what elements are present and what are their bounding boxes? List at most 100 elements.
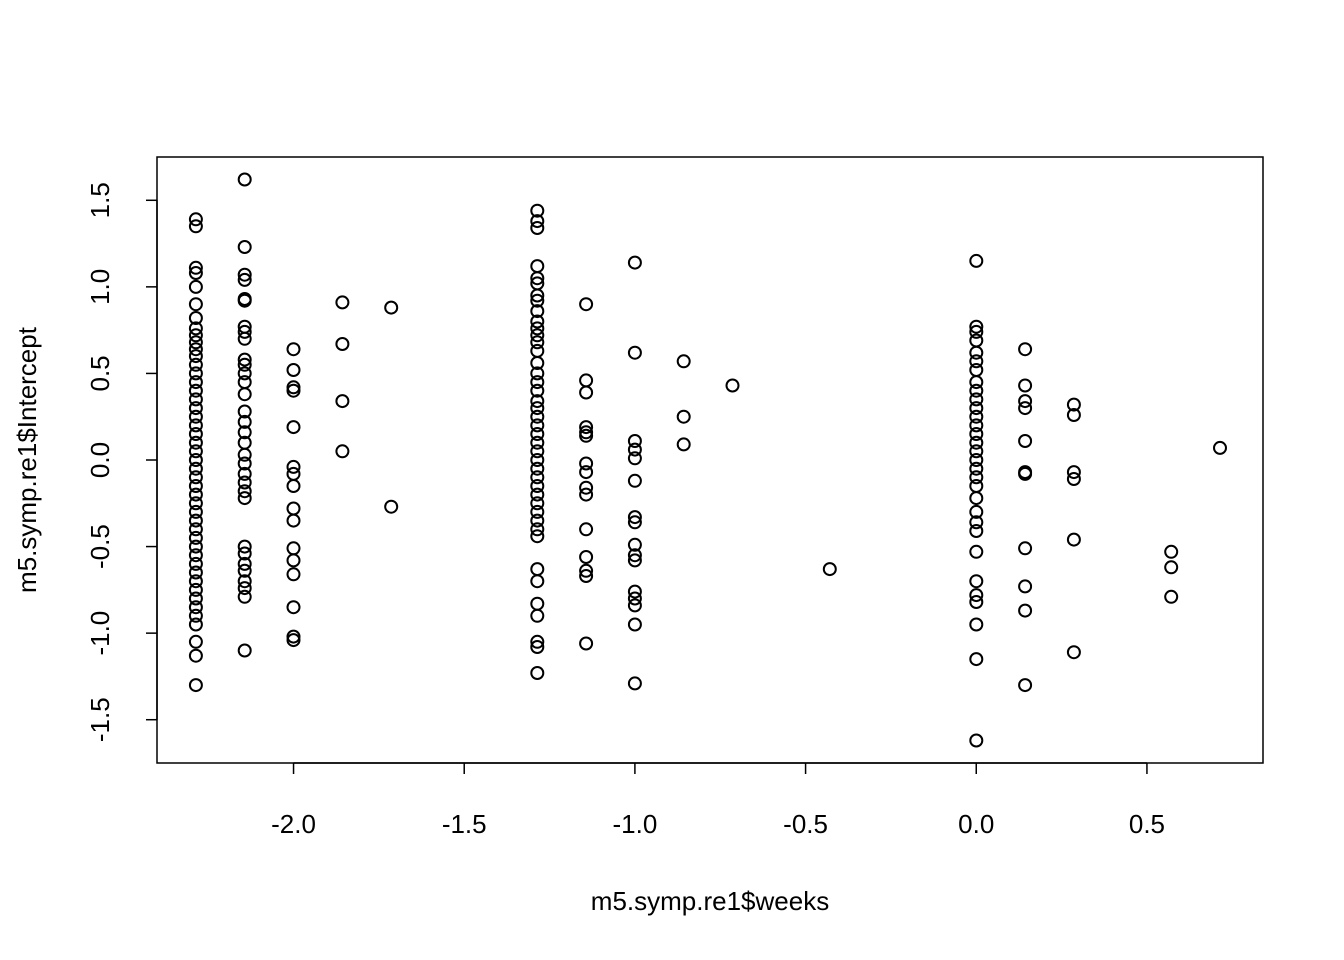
data-point (969, 491, 984, 506)
data-point (237, 546, 252, 561)
data-point (384, 499, 399, 514)
data-point (237, 293, 252, 308)
data-point (335, 295, 350, 310)
data-point (237, 556, 252, 571)
data-point (969, 588, 984, 603)
data-point (627, 548, 642, 563)
data-point (188, 617, 203, 632)
data-point (530, 461, 545, 476)
data-point (579, 636, 594, 651)
data-point (188, 582, 203, 597)
data-point (1018, 466, 1033, 481)
data-point (335, 337, 350, 351)
data-point (188, 342, 203, 357)
data-point (627, 510, 642, 525)
data-point (530, 640, 545, 654)
data-point (1018, 394, 1033, 409)
data-point (530, 321, 545, 336)
data-point (1213, 440, 1227, 455)
data-point (1066, 408, 1081, 422)
data-point (237, 357, 252, 372)
data-point (530, 418, 545, 433)
data-point (1018, 342, 1033, 357)
data-point (530, 401, 545, 416)
x-tick-label: -1.0 (612, 809, 657, 839)
data-point (286, 420, 301, 435)
data-point (188, 470, 203, 485)
data-point (237, 456, 252, 471)
data-point (188, 487, 203, 502)
data-point (286, 383, 301, 398)
data-point (188, 297, 203, 312)
data-point (1164, 589, 1179, 604)
data-point (188, 401, 203, 416)
data-point (1018, 401, 1033, 416)
data-point (530, 293, 545, 308)
data-point (188, 375, 203, 390)
data-point (530, 375, 545, 390)
data-point (286, 567, 301, 582)
data-point (969, 595, 984, 609)
data-point (627, 345, 642, 360)
data-point (969, 427, 984, 441)
data-point (286, 479, 301, 493)
data-point (969, 345, 984, 360)
data-point (237, 375, 252, 390)
data-point (725, 378, 740, 393)
data-point (237, 387, 252, 402)
data-point (237, 581, 252, 596)
data-point (969, 401, 984, 416)
data-point (969, 324, 984, 339)
data-point (237, 475, 252, 490)
data-point (530, 522, 545, 537)
data-point (530, 574, 545, 589)
data-point (530, 444, 545, 459)
data-point (627, 515, 642, 530)
data-point (530, 203, 545, 218)
data-point (579, 456, 594, 471)
data-point (188, 444, 203, 459)
data-point (188, 513, 203, 528)
data-point (237, 563, 252, 578)
data-point (530, 470, 545, 485)
data-point (1018, 541, 1033, 556)
data-point (530, 529, 545, 544)
data-point (188, 591, 203, 606)
x-tick-label: -0.5 (783, 809, 828, 839)
data-point (237, 447, 252, 462)
data-point (188, 335, 203, 350)
x-tick-label: -1.5 (442, 809, 487, 839)
x-tick-label: -2.0 (271, 809, 316, 839)
data-point (188, 366, 203, 381)
data-point (627, 617, 642, 632)
x-tick-label: 0.0 (958, 809, 994, 839)
data-point (1018, 603, 1033, 618)
data-point (530, 596, 545, 611)
y-axis-label: m5.symp.re1$Intercept (12, 326, 42, 593)
data-point (530, 513, 545, 528)
data-point (188, 496, 203, 511)
data-point (530, 335, 545, 350)
data-point (530, 479, 545, 493)
data-point (627, 434, 642, 448)
data-point (188, 418, 203, 433)
data-point (286, 342, 301, 357)
data-point (188, 574, 203, 589)
data-point (1164, 544, 1179, 559)
data-point (237, 466, 252, 481)
data-point (676, 354, 691, 369)
data-point (579, 373, 594, 388)
data-point (237, 539, 252, 554)
data-point (188, 565, 203, 580)
data-point (188, 548, 203, 563)
data-point (969, 383, 984, 398)
data-point (188, 461, 203, 476)
data-point (969, 524, 984, 538)
data-point (969, 515, 984, 530)
data-point (188, 539, 203, 554)
data-point (579, 522, 594, 537)
data-point (188, 479, 203, 493)
data-point (969, 418, 984, 433)
data-point (530, 366, 545, 381)
